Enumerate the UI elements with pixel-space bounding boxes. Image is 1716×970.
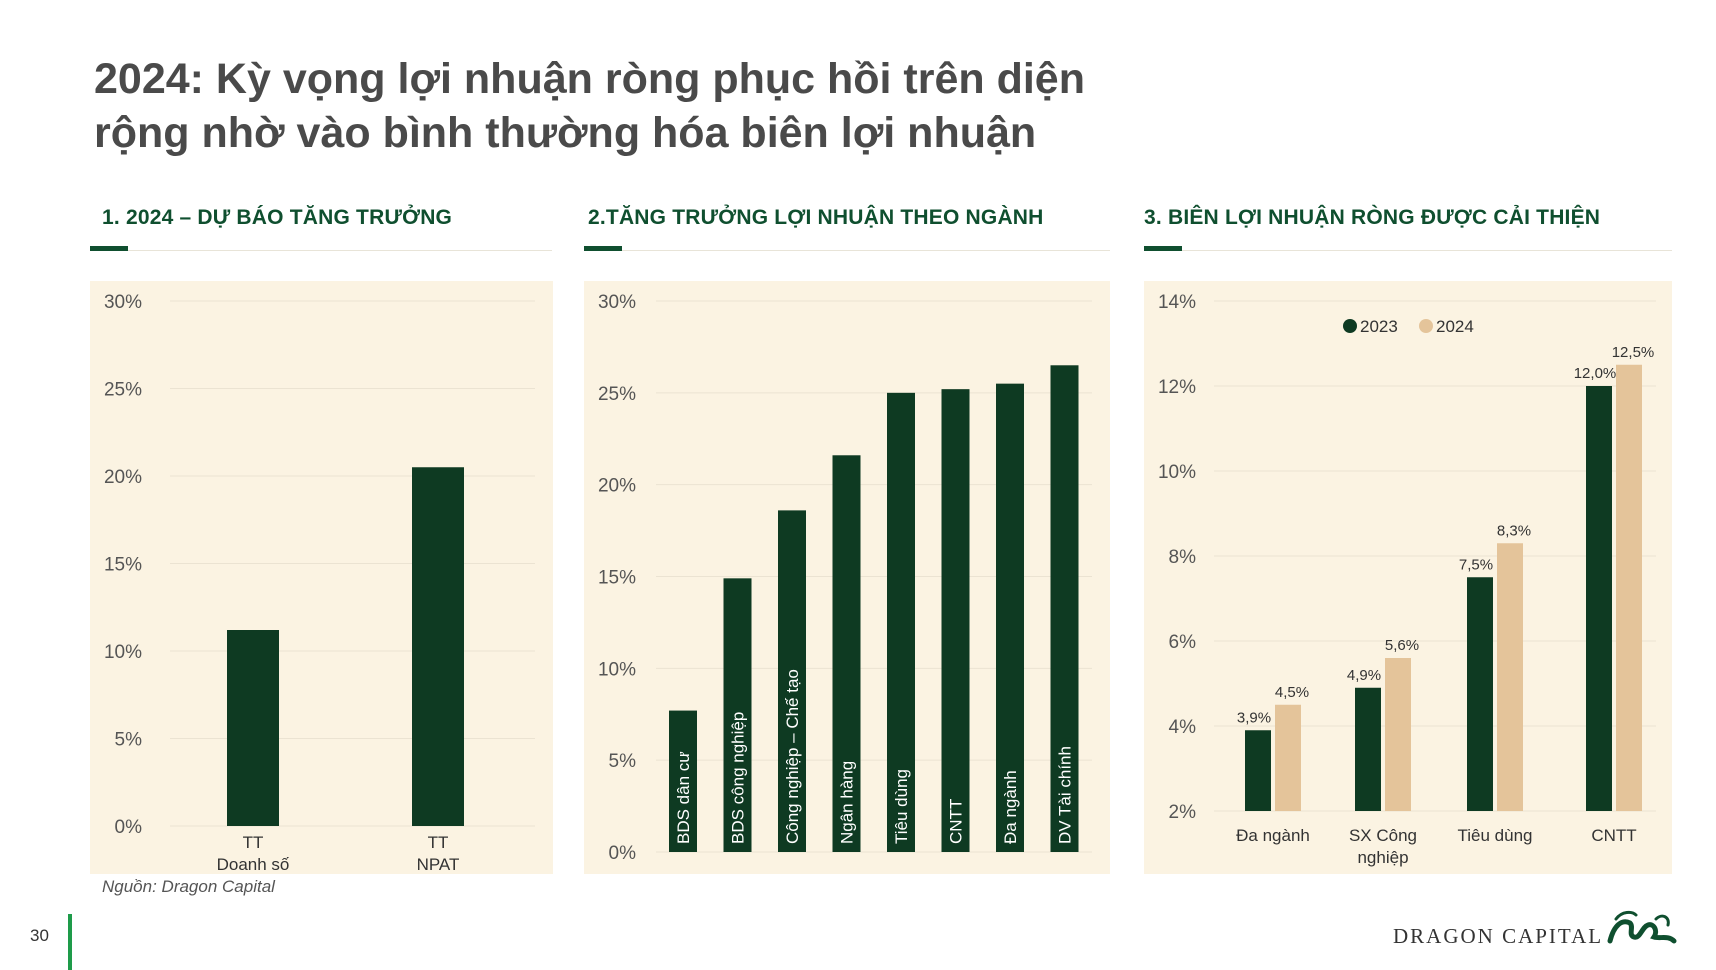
y-tick-label: 30%	[598, 292, 636, 313]
chart-1-svg: 30% 25% 20% 15% 10% 5% 0% TT Doanh số TT NPAT	[104, 292, 535, 874]
bar-category-label: DV Tài chính	[1056, 746, 1075, 844]
bar-category-label: BDS công nghiệp	[729, 712, 748, 844]
bar-category-label: CNTT	[947, 799, 966, 844]
y-tick-label: 6%	[1169, 632, 1197, 653]
bar-2024-2	[1497, 543, 1523, 811]
page-number: 30	[30, 926, 49, 945]
data-label: 12,0%	[1574, 365, 1617, 382]
page-accent-bar	[68, 914, 72, 970]
section-1-accent	[90, 246, 128, 251]
legend-label: 2023	[1360, 317, 1398, 336]
title-line-2: rộng nhờ vào bình thường hóa biên lợi nh…	[94, 109, 1037, 157]
y-tick-label: 25%	[104, 380, 142, 401]
y-tick-label: 12%	[1158, 377, 1196, 398]
bar-0	[227, 630, 279, 826]
section-3-accent	[1144, 246, 1182, 251]
data-label: 4,5%	[1275, 684, 1309, 701]
section-2-heading: 2.TĂNG TRƯỞNG LỢI NHUẬN THEO NGÀNH	[588, 206, 1044, 229]
bar-0	[669, 710, 697, 852]
x-category-label: NPAT	[417, 855, 460, 874]
y-tick-label: 15%	[598, 568, 636, 589]
y-tick-label: 10%	[1158, 462, 1196, 483]
chart-2-svg: 30% 25% 20% 15% 10% 5% 0% BDS dân cư BDS công ng…	[598, 292, 1092, 864]
x-category-label: Đa ngành	[1236, 826, 1310, 845]
bar-2023-2	[1467, 577, 1493, 811]
data-label: 8,3%	[1497, 522, 1531, 539]
bar-4	[887, 392, 915, 852]
y-tick-label: 5%	[609, 751, 637, 772]
section-2-divider	[584, 250, 1110, 251]
x-category-label: Doanh số	[217, 855, 290, 874]
y-tick-label: 0%	[609, 843, 637, 864]
y-tick-label: 8%	[1169, 547, 1197, 568]
y-tick-label: 20%	[598, 476, 636, 497]
y-tick-label: 15%	[104, 555, 142, 576]
section-3-divider	[1144, 250, 1672, 251]
bar-3	[832, 455, 861, 852]
bar-2023-0	[1245, 730, 1271, 811]
bar-category-label: BDS dân cư	[674, 751, 693, 844]
data-label: 5,6%	[1385, 637, 1419, 654]
y-tick-label: 25%	[598, 384, 636, 405]
bar-category-label: Ngân hàng	[838, 761, 857, 844]
bar-1	[723, 578, 752, 852]
bar-2023-1	[1355, 687, 1381, 811]
title-line-1: 2024: Kỳ vọng lợi nhuận ròng phục hồi tr…	[94, 55, 1085, 103]
x-category-label: TT	[243, 833, 264, 852]
y-tick-label: 2%	[1169, 802, 1197, 823]
y-tick-label: 10%	[104, 642, 142, 663]
data-label: 3,9%	[1237, 709, 1271, 726]
legend-swatch-2023	[1343, 319, 1357, 333]
chart-3-svg: 14% 12% 10% 8% 6% 4% 2% 2023 2024 3,9%4,5% Đa ngàn…	[1158, 292, 1656, 867]
chart-1-panel: 30% 25% 20% 15% 10% 5% 0% TT Doanh số TT NPAT	[90, 281, 553, 874]
x-category-label: TT	[428, 833, 449, 852]
bar-2	[778, 510, 806, 852]
y-tick-label: 4%	[1169, 717, 1197, 738]
legend-label: 2024	[1436, 317, 1474, 336]
bar-category-label: Tiêu dùng	[892, 769, 911, 844]
bar-1	[412, 467, 464, 826]
data-label: 12,5%	[1612, 344, 1655, 361]
bar-2024-1	[1385, 658, 1411, 811]
x-category-label: Tiêu dùng	[1458, 826, 1533, 845]
y-tick-label: 30%	[104, 292, 142, 313]
bar-7	[1050, 365, 1079, 852]
bar-2023-3	[1586, 386, 1612, 811]
page-title: 2024: Kỳ vọng lợi nhuận ròng phục hồi tr…	[94, 52, 1294, 160]
section-2-accent	[584, 246, 622, 251]
source-note: Nguồn: Dragon Capital	[102, 877, 275, 896]
bar-5	[941, 389, 970, 852]
data-label: 7,5%	[1459, 556, 1493, 573]
y-tick-label: 20%	[104, 467, 142, 488]
y-tick-label: 5%	[115, 730, 143, 751]
data-label: 4,9%	[1347, 667, 1381, 684]
chart-3-panel: 14% 12% 10% 8% 6% 4% 2% 2023 2024 3,9% 4,5% Đa ngàn…	[1144, 281, 1672, 874]
section-3-heading: 3. BIÊN LỢI NHUẬN RÒNG ĐƯỢC CẢI THIỆN	[1144, 206, 1601, 229]
x-category-label: nghiệp	[1357, 848, 1408, 867]
dragon-logo-icon	[1607, 910, 1677, 944]
bar-category-label: Đa ngành	[1001, 770, 1020, 844]
y-tick-label: 10%	[598, 659, 636, 680]
chart-2-panel: 30% 25% 20% 15% 10% 5% 0% BDS dân cư BDS công ng…	[584, 281, 1110, 874]
bar-2024-3	[1616, 364, 1642, 811]
bar-6	[996, 383, 1024, 852]
legend-swatch-2024	[1419, 319, 1433, 333]
section-1-divider	[90, 250, 552, 251]
bar-2024-0	[1275, 704, 1301, 811]
y-tick-label: 0%	[115, 817, 143, 838]
x-category-label: CNTT	[1591, 826, 1636, 845]
section-1-heading: 1. 2024 – DỰ BÁO TĂNG TRƯỞNG	[102, 206, 453, 229]
bar-category-label: Công nghiệp – Chế tạo	[783, 669, 802, 844]
y-tick-label: 14%	[1158, 292, 1196, 313]
brand-name: DRAGON CAPITAL	[1393, 924, 1604, 948]
x-category-label: SX Công	[1349, 826, 1417, 845]
